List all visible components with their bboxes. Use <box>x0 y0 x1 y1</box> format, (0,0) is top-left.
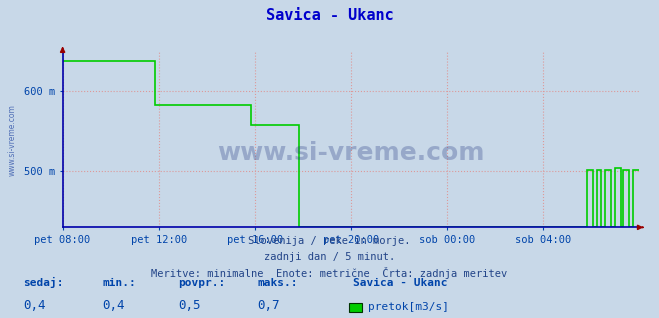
Text: pretok[m3/s]: pretok[m3/s] <box>368 302 449 312</box>
Text: www.si-vreme.com: www.si-vreme.com <box>7 104 16 176</box>
Text: maks.:: maks.: <box>257 278 297 288</box>
Text: zadnji dan / 5 minut.: zadnji dan / 5 minut. <box>264 252 395 262</box>
Text: 0,7: 0,7 <box>257 299 279 312</box>
Text: 0,5: 0,5 <box>178 299 200 312</box>
Text: 0,4: 0,4 <box>23 299 45 312</box>
Text: Slovenija / reke in morje.: Slovenija / reke in morje. <box>248 236 411 246</box>
Text: 0,4: 0,4 <box>102 299 125 312</box>
Text: Savica - Ukanc: Savica - Ukanc <box>353 278 447 288</box>
Text: www.si-vreme.com: www.si-vreme.com <box>217 141 484 165</box>
Text: povpr.:: povpr.: <box>178 278 225 288</box>
Text: sedaj:: sedaj: <box>23 277 63 288</box>
Text: Meritve: minimalne  Enote: metrične  Črta: zadnja meritev: Meritve: minimalne Enote: metrične Črta:… <box>152 267 507 279</box>
Text: Savica - Ukanc: Savica - Ukanc <box>266 8 393 23</box>
Text: min.:: min.: <box>102 278 136 288</box>
